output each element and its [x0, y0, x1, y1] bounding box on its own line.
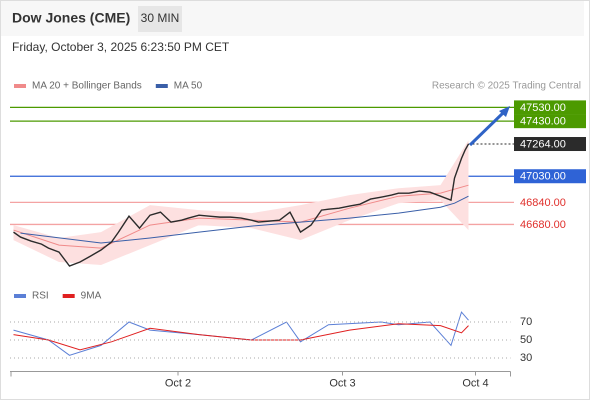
x-tick-label: Oct 4: [462, 377, 488, 389]
bollinger-band: [13, 140, 469, 266]
legend-swatch: [14, 294, 26, 298]
y-tick-label: 50: [520, 334, 532, 346]
level-label-bg: [514, 169, 586, 184]
series-line: [20, 195, 469, 244]
series-line: [13, 323, 469, 351]
level-label-bg: [514, 114, 586, 129]
level-label-bg: [514, 100, 586, 115]
title: Dow Jones (CME): [12, 10, 130, 26]
y-tick-label: 30: [520, 352, 532, 364]
legend-swatch: [62, 294, 75, 298]
legend-label: 9MA: [81, 291, 102, 302]
legend-label: RSI: [32, 291, 49, 302]
y-tick-label: 70: [520, 316, 532, 328]
level-label: 46840.00: [520, 197, 566, 209]
level-label: 47264.00: [520, 138, 566, 150]
interval-box: [138, 6, 182, 32]
price-line: [13, 143, 470, 267]
x-tick-label: Oct 2: [165, 377, 191, 389]
x-tick-label: Oct 3: [329, 377, 355, 389]
level-label: 47030.00: [520, 171, 566, 183]
datetime: Friday, October 3, 2025 6:23:50 PM CET: [12, 40, 230, 54]
level-label: 46680.00: [520, 219, 566, 231]
level-label-bg: [514, 137, 586, 152]
legend-swatch: [14, 84, 26, 88]
interval: 30 MIN: [141, 11, 180, 25]
credit: Research © 2025 Trading Central: [432, 81, 581, 92]
header-bar: [1, 1, 584, 36]
legend-swatch: [155, 84, 168, 88]
legend-label: MA 20 + Bollinger Bands: [32, 81, 142, 92]
arrow-shaft: [468, 111, 505, 147]
arrow-head: [499, 106, 510, 117]
legend-label: MA 50: [174, 81, 203, 92]
level-label: 47430.00: [520, 116, 566, 128]
level-label: 47530.00: [520, 102, 566, 114]
plot: 47530.00 47430.00 47264.00 47030.00 46840.00…: [10, 81, 586, 389]
